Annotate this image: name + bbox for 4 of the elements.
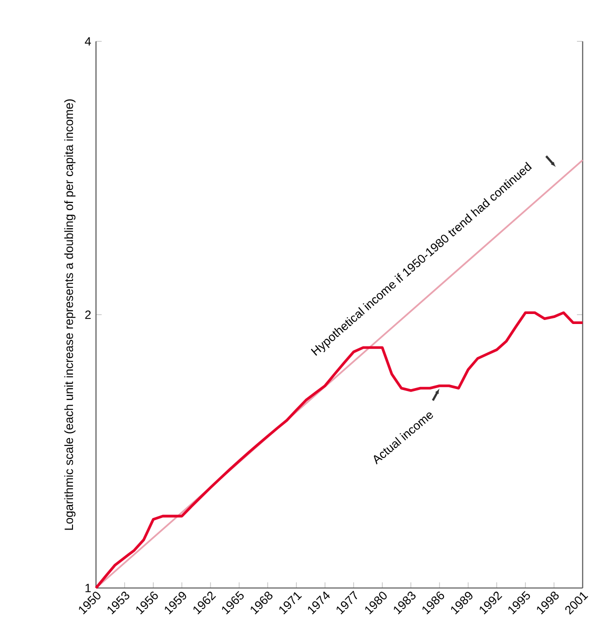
y-axis-title: Logarithmic scale (each unit increase represents a doubling of per capita income) [64,99,76,530]
y-tick-label: 1 [86,584,91,592]
y-tick-label: 2 [85,310,91,319]
y-tick-label: 4 [85,37,92,46]
